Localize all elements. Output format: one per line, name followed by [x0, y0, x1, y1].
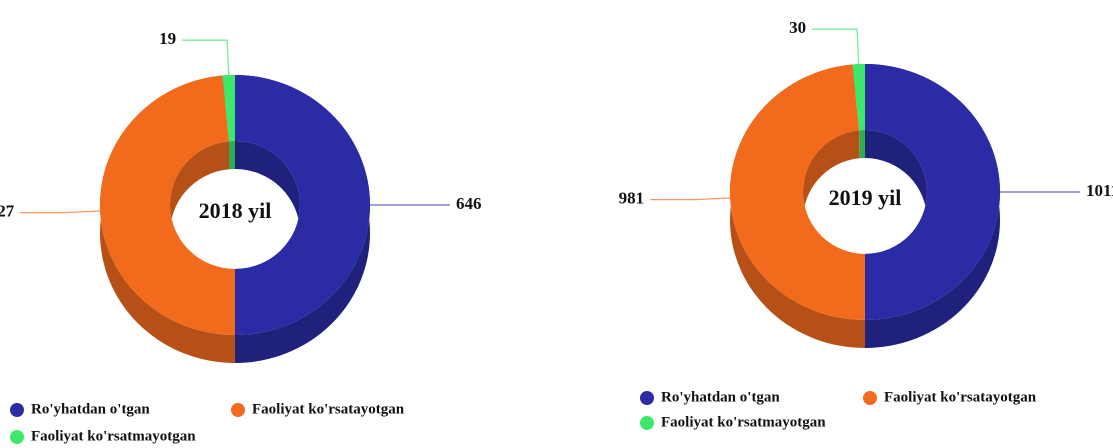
donut-chart: 646 627 19 2018 yil Ro'yhatdan o'tgan Faoliya…	[0, 29, 482, 444]
donut-slice	[235, 75, 370, 335]
leader-line	[650, 197, 731, 201]
value-label: 646	[456, 194, 482, 213]
leader-line	[812, 28, 860, 65]
value-label: 19	[159, 29, 176, 48]
legend: Ro'yhatdan o'tgan Faoliyat ko'rsatayotgan…	[10, 401, 405, 444]
leader-line	[20, 210, 101, 214]
legend-swatch	[231, 403, 245, 417]
value-label: 981	[619, 189, 645, 208]
leader-line	[182, 39, 230, 76]
legend-swatch	[10, 403, 24, 417]
legend-label: Ro'yhatdan o'tgan	[661, 389, 780, 405]
donut-slice	[99, 75, 235, 335]
legend-label: Faoliyat ko'rsatmayotgan	[661, 414, 826, 430]
inner-wall	[229, 141, 235, 170]
legend-swatch	[863, 391, 877, 405]
center-title: 2018 yil	[199, 198, 272, 223]
value-label: 627	[0, 202, 15, 221]
value-label: 30	[789, 18, 806, 37]
donut-slice	[730, 64, 865, 320]
donut-slice	[222, 75, 235, 142]
legend-swatch	[640, 391, 654, 405]
legend-swatch	[640, 416, 654, 430]
outer-wall	[730, 64, 865, 348]
donut-slice	[852, 64, 865, 131]
legend-swatch	[10, 430, 24, 444]
inner-wall	[859, 130, 865, 159]
legend-label: Faoliyat ko'rsatmayotgan	[31, 428, 196, 444]
legend-label: Ro'yhatdan o'tgan	[31, 401, 150, 417]
donut-slice	[865, 64, 1000, 320]
legend: Ro'yhatdan o'tgan Faoliyat ko'rsatayotgan…	[640, 389, 1037, 430]
legend-label: Faoliyat ko'rsatayotgan	[252, 401, 405, 417]
donut-chart: 1011 981 30 2019 yil Ro'yhatdan o'tgan Faoliy…	[619, 18, 1113, 430]
value-label: 1011	[1086, 181, 1113, 200]
outer-wall	[99, 75, 235, 363]
legend-label: Faoliyat ko'rsatayotgan	[884, 389, 1037, 405]
center-title: 2019 yil	[829, 185, 902, 210]
